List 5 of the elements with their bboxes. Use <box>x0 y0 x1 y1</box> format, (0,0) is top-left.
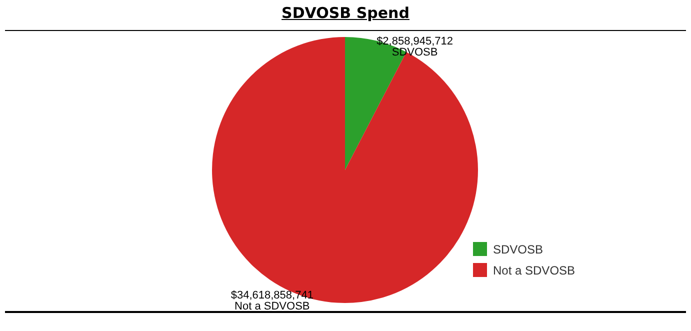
legend-label: Not a SDVOSB <box>493 263 576 278</box>
chart-title: SDVOSB Spend <box>280 4 410 22</box>
legend-label: SDVOSB <box>493 242 544 256</box>
data-label: $2,858,945,712 <box>376 35 454 48</box>
slice-label: Not a SDVOSB <box>234 300 310 313</box>
